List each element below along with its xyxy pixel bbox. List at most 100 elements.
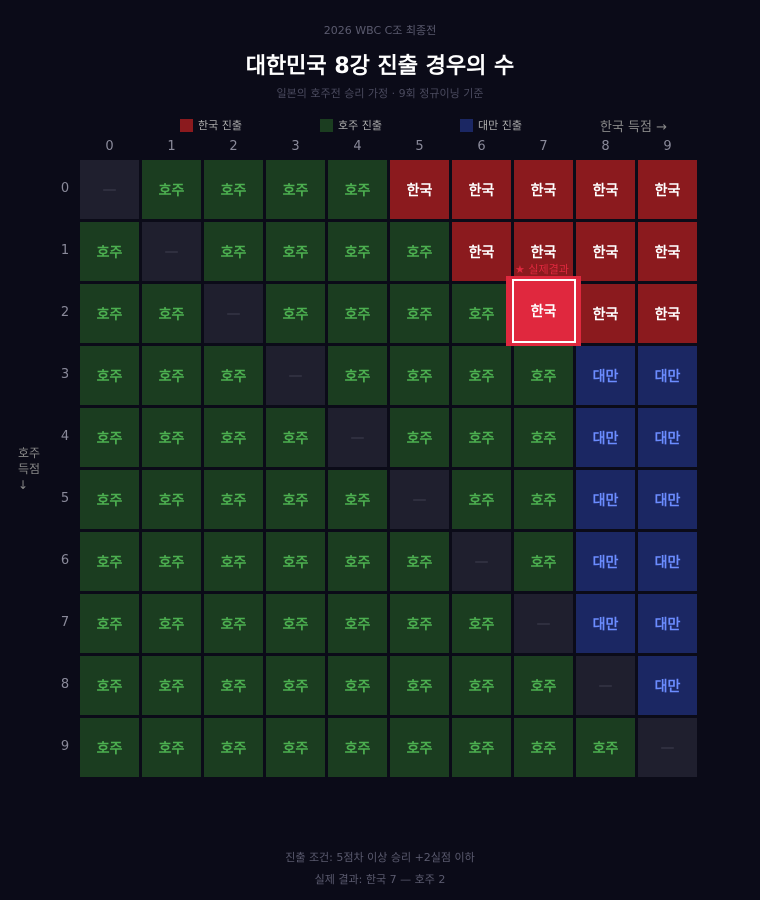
grid-cell[interactable]: 호주 [80,594,139,653]
grid-cell[interactable]: 한국 [390,160,449,219]
grid-cell[interactable]: — [452,532,511,591]
grid-cell[interactable]: 호주 [452,594,511,653]
grid-cell[interactable]: 한국 [514,160,573,219]
grid-cell[interactable]: 호주 [390,346,449,405]
grid-cell[interactable]: 대만 [576,532,635,591]
grid-cell[interactable]: 호주 [266,160,325,219]
grid-cell[interactable]: 호주 [204,594,263,653]
grid-cell[interactable]: 한국 [638,160,697,219]
grid-cell[interactable]: 호주 [266,656,325,715]
grid-cell[interactable]: 호주 [142,718,201,777]
grid-cell[interactable]: — [142,222,201,281]
grid-cell[interactable]: 한국 [452,160,511,219]
grid-cell[interactable]: 대만 [638,656,697,715]
grid-cell[interactable]: 호주 [328,594,387,653]
grid-cell[interactable]: 호주 [142,656,201,715]
grid-cell[interactable]: 호주 [452,718,511,777]
grid-cell[interactable]: 호주 [266,408,325,467]
grid-cell[interactable]: 호주 [452,656,511,715]
grid-cell[interactable]: 호주 [328,160,387,219]
grid-cell[interactable]: — [80,160,139,219]
grid-cell[interactable]: 호주 [142,408,201,467]
grid-cell[interactable]: 호주 [390,222,449,281]
grid-cell[interactable]: 호주 [80,470,139,529]
grid-cell[interactable]: 호주 [390,656,449,715]
grid-cell[interactable]: 호주 [514,470,573,529]
grid-cell[interactable]: 호주 [390,284,449,343]
grid-cell[interactable]: — [328,408,387,467]
grid-cell[interactable]: 호주 [328,656,387,715]
grid-cell[interactable]: 한국 [638,222,697,281]
grid-cell[interactable]: 대만 [576,470,635,529]
grid-cell[interactable]: 대만 [638,470,697,529]
grid-cell[interactable]: 호주 [204,532,263,591]
grid-cell[interactable]: 호주 [204,346,263,405]
grid-cell[interactable]: 호주 [266,222,325,281]
grid-cell[interactable]: 대만 [638,346,697,405]
grid-cell[interactable]: 호주 [514,532,573,591]
grid-cell[interactable]: — [266,346,325,405]
grid-cell[interactable]: 호주 [390,408,449,467]
grid-cell[interactable]: 호주 [142,594,201,653]
grid-cell[interactable]: 호주 [80,532,139,591]
grid-cell[interactable]: 호주 [266,284,325,343]
grid-cell[interactable]: 대만 [638,594,697,653]
grid-cell[interactable]: 호주 [452,470,511,529]
grid-cell[interactable]: 한국 [638,284,697,343]
grid-cell[interactable]: 호주 [328,222,387,281]
grid-cell[interactable]: 한국 [576,284,635,343]
grid-cell[interactable]: — [576,656,635,715]
grid-cell[interactable]: 호주 [328,718,387,777]
grid-cell[interactable]: 호주 [452,408,511,467]
grid-cell[interactable]: 호주 [142,346,201,405]
grid-cell[interactable]: 호주 [514,346,573,405]
grid-cell[interactable]: 호주 [142,284,201,343]
grid-cell[interactable]: 호주 [328,346,387,405]
grid-cell[interactable]: 한국 [576,222,635,281]
grid-cell[interactable]: 호주 [142,532,201,591]
grid-cell[interactable]: — [390,470,449,529]
grid-cell[interactable]: 호주 [266,718,325,777]
grid-cell[interactable]: 호주 [514,656,573,715]
grid-cell[interactable]: 호주 [204,408,263,467]
grid-cell[interactable]: 호주 [390,532,449,591]
grid-cell[interactable]: 호주 [266,470,325,529]
grid-cell[interactable]: 호주 [514,718,573,777]
grid-cell[interactable]: 대만 [638,532,697,591]
grid-cell[interactable]: 호주 [452,284,511,343]
grid-cell[interactable]: 호주 [328,284,387,343]
grid-cell[interactable]: 한국 [576,160,635,219]
grid-cell[interactable]: 호주 [390,594,449,653]
grid-cell[interactable]: 호주 [452,346,511,405]
grid-cell[interactable]: 호주 [80,408,139,467]
grid-cell[interactable]: 호주 [80,718,139,777]
grid-cell[interactable]: 대만 [576,408,635,467]
grid-cell[interactable]: 호주 [328,532,387,591]
grid-cell[interactable]: — [514,594,573,653]
grid-cell[interactable]: 호주 [204,718,263,777]
grid-cell[interactable]: 호주 [266,532,325,591]
grid-cell[interactable]: 대만 [638,408,697,467]
grid-cell[interactable]: 한국 [452,222,511,281]
grid-cell[interactable]: 호주 [80,656,139,715]
grid-cell[interactable]: 호주 [266,594,325,653]
grid-cell[interactable]: 호주 [328,470,387,529]
grid-cell[interactable]: 호주 [204,470,263,529]
grid-cell[interactable]: 호주 [142,470,201,529]
grid-cell[interactable]: 호주 [514,408,573,467]
grid-cell[interactable]: 호주 [80,222,139,281]
grid-cell[interactable]: 한국 [514,222,573,281]
grid-cell[interactable]: 호주 [142,160,201,219]
grid-cell[interactable]: 대만 [576,594,635,653]
actual-result-highlight[interactable]: 한국 [506,276,581,346]
grid-cell[interactable]: 대만 [576,346,635,405]
grid-cell[interactable]: 호주 [204,222,263,281]
grid-cell[interactable]: 호주 [80,284,139,343]
grid-cell[interactable]: 호주 [204,160,263,219]
grid-cell[interactable]: — [204,284,263,343]
grid-cell[interactable]: — [638,718,697,777]
grid-cell[interactable]: 호주 [390,718,449,777]
grid-cell[interactable]: 호주 [576,718,635,777]
grid-cell[interactable]: 호주 [80,346,139,405]
grid-cell[interactable]: 호주 [204,656,263,715]
